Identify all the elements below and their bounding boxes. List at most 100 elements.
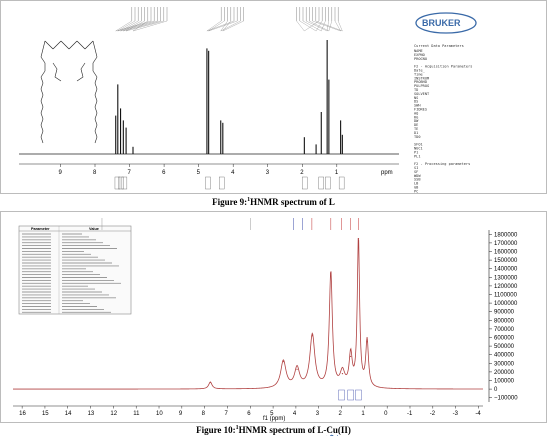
x-tick-label: 4 (293, 411, 297, 417)
x-tick-label: 9 (58, 170, 62, 176)
peak-label-connector (304, 20, 320, 32)
y-tick-label: 1300000 (494, 275, 518, 281)
peak-label-connector (326, 20, 329, 32)
x-axis-label: f1 (ppm) (263, 416, 285, 422)
param-row: D1 (414, 131, 418, 135)
param-row: RG (414, 115, 418, 119)
integral-box (318, 176, 324, 190)
x-tick-label: -2 (430, 411, 436, 417)
param-row: DS (414, 100, 418, 104)
y-tick-label: 600000 (494, 336, 515, 342)
param-row: SF (414, 170, 418, 174)
table-header-value: Value (89, 227, 99, 231)
x-tick-label: -1 (407, 411, 413, 417)
peak-label-connector (312, 20, 341, 32)
integral-box (219, 176, 225, 190)
y-tick-label: 300000 (494, 361, 515, 367)
y-tick-label: 1100000 (494, 293, 518, 299)
x-tick-label: 7 (224, 411, 228, 417)
peak-label-connector (115, 20, 152, 32)
brand-text: BRUKER (422, 18, 461, 28)
peak-label-connector (117, 20, 136, 32)
param-row: TD0 (414, 135, 421, 139)
y-tick-label: 200000 (494, 370, 515, 376)
x-tick-label: 3 (266, 170, 270, 176)
x-tick-label: 1 (361, 411, 365, 417)
x-tick-label: 2 (300, 170, 304, 176)
y-tick-label: 800000 (494, 318, 515, 324)
param-row: GB (414, 186, 418, 190)
integral-box (338, 176, 345, 190)
peak-label-connector (315, 20, 343, 32)
param-row: SSB (414, 178, 421, 182)
peak-label-connector (328, 20, 332, 32)
param-row: SOLVENT (414, 92, 430, 96)
x-tick-label: 4 (231, 170, 235, 176)
y-tick-label: 900000 (494, 310, 515, 316)
spectrum-trace (13, 238, 484, 390)
param-row: EXPNO (414, 53, 425, 57)
peak-label-connector (206, 20, 235, 32)
x-tick-label: 8 (202, 411, 206, 417)
param-row: PL1 (414, 154, 421, 158)
integral-box (338, 389, 345, 401)
integral-box (114, 176, 121, 190)
param-row: NS (414, 96, 418, 100)
peak-label-connector (315, 20, 323, 32)
y-tick-label: 1800000 (494, 232, 518, 238)
integral-marks (338, 389, 362, 401)
peak-3 (311, 335, 313, 337)
figure-9-caption: Figure 9:1HNMR spectrum of L (0, 197, 547, 207)
param-row: PROBHD (414, 80, 427, 84)
parameter-table: Parameter Value (18, 225, 132, 315)
x-tick-label: 16 (19, 411, 26, 417)
peak-label-connector (306, 20, 328, 32)
caption-text: HNMR spectrum of L- (238, 425, 327, 435)
peak-labels (115, 7, 343, 32)
x-tick-label: 10 (156, 411, 163, 417)
x-tick-label: 1 (335, 170, 339, 176)
integral-box (118, 176, 124, 190)
y-tick-label: 1500000 (494, 258, 518, 264)
x-tick-label: 14 (65, 411, 72, 417)
table-rows (22, 233, 121, 313)
x-tick-label: 6 (162, 170, 166, 176)
param-row: NUC1 (414, 147, 423, 151)
x-tick-label: 0 (384, 411, 388, 417)
param-row: SFO1 (414, 143, 423, 147)
params-title: Current Data Parameters (414, 44, 464, 48)
integral-box (301, 176, 308, 190)
param-row: LB (414, 182, 418, 186)
param-row: DE (414, 123, 418, 127)
peak-label-connector (334, 20, 341, 32)
nmr-spectrum-l: 9 8 7 6 5 4 3 2 1 ppm BRUKER Current Data Parame… (19, 7, 477, 193)
param-row: P1 (414, 150, 418, 154)
caption-label: Figure 9: (212, 197, 248, 207)
figure-9-panel: 9 8 7 6 5 4 3 2 1 ppm BRUKER Current Data Parame… (0, 0, 547, 194)
param-row: SI (414, 166, 418, 170)
y-tick-label: 700000 (494, 327, 515, 333)
caption-sup: 1 (235, 425, 239, 431)
param-row: AQ (414, 111, 418, 115)
param-row: INSTRUM (414, 76, 430, 80)
param-row: F2 - Acquisition Parameters (414, 65, 472, 69)
peak-6 (350, 355, 352, 358)
x-tick-label: 2 (339, 411, 343, 417)
x-axis: 9 8 7 6 5 4 3 2 1 (19, 163, 399, 176)
x-tick-label: 7 (128, 170, 132, 176)
x-axis-unit: ppm (381, 170, 393, 176)
caption-text: HNMR spectrum of L (250, 197, 335, 207)
integral-box (355, 389, 362, 401)
caption-tail: (II) (337, 425, 351, 435)
figure-10-caption: Figure 10:1HNMR spectrum of L-Cu(II) (0, 425, 547, 435)
caption-label: Figure 10: (196, 425, 236, 435)
y-tick-label: 400000 (494, 353, 515, 359)
y-tick-label: 1400000 (494, 267, 518, 273)
peak-label-connector (220, 20, 228, 32)
x-tick-label: 8 (93, 170, 97, 176)
peak-7 (357, 238, 360, 240)
param-row: DW (414, 119, 419, 123)
peak-label-connector (120, 20, 158, 32)
x-tick-label: -4 (475, 411, 481, 417)
